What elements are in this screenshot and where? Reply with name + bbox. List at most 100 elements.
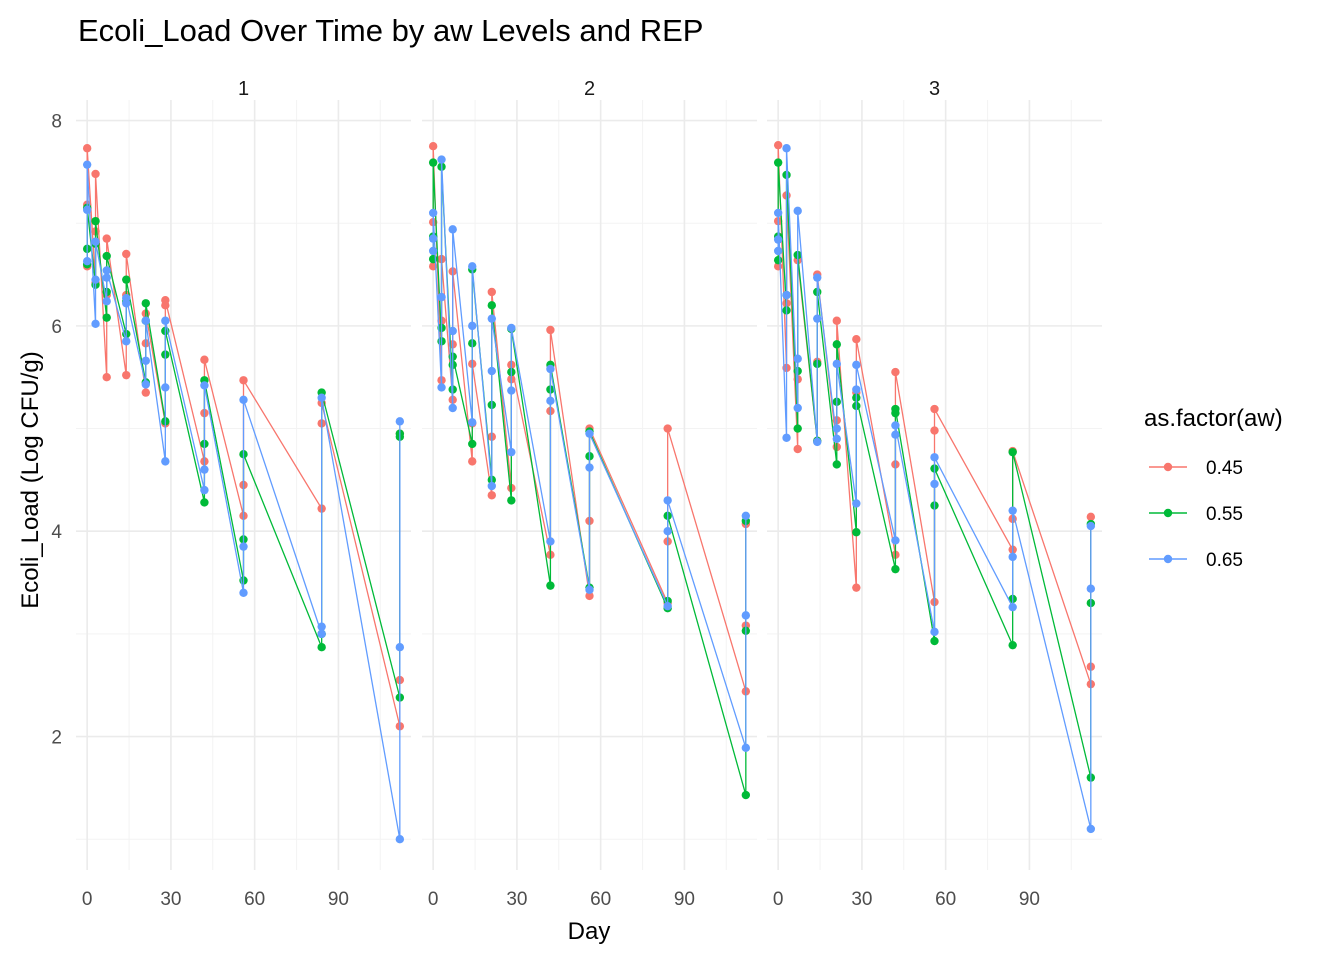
data-point (468, 439, 477, 449)
data-point (793, 354, 802, 363)
data-point (773, 235, 783, 244)
data-point (200, 485, 209, 495)
x-axis-title: Day (568, 918, 611, 945)
data-point (239, 588, 248, 597)
data-point (773, 208, 783, 218)
data-point (200, 381, 209, 390)
data-point (832, 340, 841, 349)
series-line (86, 164, 401, 840)
data-point (930, 627, 939, 637)
data-point (663, 527, 672, 536)
data-point (663, 601, 672, 611)
data-point (102, 373, 111, 382)
data-point (832, 460, 841, 469)
y-axis-title: Ecoli_Load (Log CFU/g) (17, 351, 44, 608)
panel-1: 1 0 30 60 90 (76, 78, 411, 910)
data-point (852, 499, 861, 508)
data-point (741, 743, 751, 753)
y-tick-label: 6 (51, 317, 62, 338)
data-point (852, 528, 861, 537)
data-point (782, 290, 791, 300)
data-point (793, 444, 802, 454)
data-point (930, 479, 939, 489)
data-point (102, 266, 111, 275)
data-point (663, 496, 672, 505)
data-point (891, 536, 900, 545)
panel-strip-label: 1 (238, 78, 249, 100)
y-tick-label: 4 (51, 522, 62, 543)
data-point (317, 393, 326, 402)
data-point (437, 292, 446, 302)
data-point (930, 453, 939, 462)
data-point (161, 383, 170, 392)
data-point (832, 359, 841, 369)
data-point (487, 366, 496, 376)
legend-item: 0.45 (1149, 458, 1243, 479)
data-point (546, 325, 555, 335)
y-tick-label: 8 (51, 112, 62, 133)
data-point (239, 376, 248, 385)
x-tick-label: 0 (428, 889, 439, 910)
data-point (891, 430, 900, 439)
x-tick-label: 60 (935, 889, 956, 910)
data-point (487, 481, 496, 491)
data-point (102, 251, 111, 261)
data-point (546, 581, 555, 590)
data-point (239, 395, 248, 404)
legend-key-point (1163, 462, 1173, 472)
data-point (448, 403, 457, 413)
data-point (507, 447, 516, 457)
data-point (930, 404, 939, 414)
data-point (141, 388, 150, 397)
data-point (852, 360, 861, 370)
legend-label: 0.55 (1206, 504, 1243, 525)
data-point (741, 790, 751, 800)
data-point (852, 385, 861, 394)
data-point (1008, 506, 1017, 515)
data-point (91, 319, 100, 329)
data-point (507, 386, 516, 395)
data-point (507, 323, 516, 333)
data-point (468, 262, 477, 271)
data-point (741, 611, 751, 620)
data-point (317, 629, 326, 639)
data-point (448, 225, 457, 234)
data-point (91, 275, 100, 284)
data-point (200, 465, 209, 474)
panel-3: 30 30 60 90 (767, 78, 1102, 910)
x-tick-label: 0 (773, 889, 784, 910)
data-point (585, 429, 594, 438)
data-point (82, 144, 92, 153)
data-point (891, 367, 900, 377)
data-point (317, 622, 326, 631)
y-tick-label: 2 (51, 728, 62, 749)
legend-title: as.factor(aw) (1144, 405, 1283, 432)
data-point (546, 364, 555, 374)
legend-label: 0.65 (1206, 550, 1243, 571)
data-point (437, 383, 446, 392)
data-point (161, 457, 170, 466)
data-point (930, 636, 939, 646)
data-point (82, 160, 92, 169)
data-point (487, 491, 496, 500)
x-tick-label: 60 (590, 889, 611, 910)
data-point (1008, 552, 1017, 562)
x-tick-label: 90 (674, 889, 695, 910)
x-tick-label: 90 (328, 889, 349, 910)
data-point (82, 205, 92, 215)
data-point (891, 564, 900, 574)
data-point (395, 643, 405, 652)
series-line (432, 146, 747, 692)
x-tick-label: 0 (82, 889, 93, 910)
data-point (91, 169, 100, 179)
data-point (122, 275, 131, 284)
data-point (1086, 512, 1096, 522)
chart-title: Ecoli_Load Over Time by aw Levels and RE… (78, 13, 703, 48)
legend-key-point (1163, 508, 1173, 518)
series-0.45 (428, 142, 751, 696)
series-0.65 (82, 160, 405, 844)
data-point (852, 583, 861, 592)
data-point (428, 234, 438, 243)
x-tick-label: 30 (506, 889, 527, 910)
